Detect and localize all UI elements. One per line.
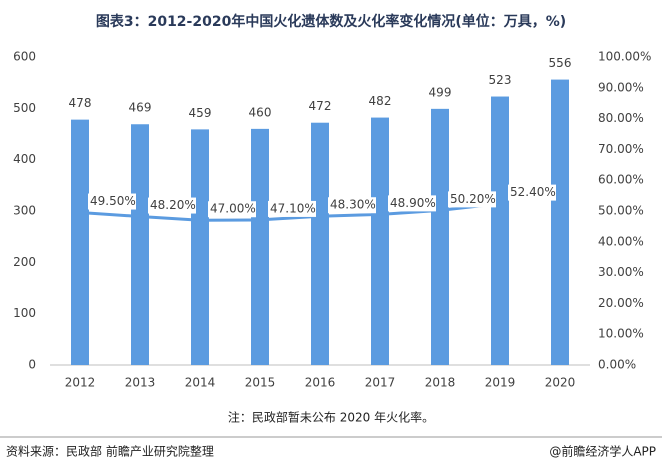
y2-tick-label: 30.00% <box>598 265 644 279</box>
line-label: 47.00% <box>210 202 256 216</box>
source: 资料来源：民政部 前瞻产业研究院整理 <box>6 444 214 459</box>
bar-label: 459 <box>189 106 212 120</box>
label-bg <box>88 193 136 210</box>
label-bg <box>328 197 376 214</box>
credit: @前瞻经济学人APP <box>549 444 656 459</box>
y-tick-label: 100 <box>13 306 36 320</box>
label-bg <box>268 200 316 217</box>
line-label: 52.40% <box>510 185 556 199</box>
label-bg <box>388 195 436 212</box>
bar-label: 472 <box>309 99 332 113</box>
bar <box>251 128 269 365</box>
line-label: 49.50% <box>90 194 136 208</box>
y-tick-label: 200 <box>13 255 36 269</box>
line-label: 50.20% <box>450 192 496 206</box>
x-tick-label: 2016 <box>305 376 336 390</box>
x-tick-label: 2013 <box>125 376 156 390</box>
bar <box>131 124 149 365</box>
note: 注：民政部暂未公布 2020 年火化率。 <box>228 410 434 425</box>
bar-label: 478 <box>69 96 92 110</box>
y2-tick-label: 50.00% <box>598 204 644 218</box>
x-tick-label: 2017 <box>365 376 396 390</box>
bar-label: 469 <box>129 101 152 115</box>
bar <box>71 119 89 365</box>
y2-tick-label: 10.00% <box>598 327 644 341</box>
y2-tick-label: 40.00% <box>598 234 644 248</box>
label-bg <box>148 197 196 214</box>
bar <box>311 122 329 365</box>
bar-label: 499 <box>429 85 452 99</box>
y2-tick-label: 90.00% <box>598 80 644 94</box>
x-tick-label: 2018 <box>425 376 456 390</box>
y2-tick-label: 20.00% <box>598 296 644 310</box>
line-label: 48.20% <box>150 198 196 212</box>
label-bg <box>208 201 256 218</box>
y-tick-label: 500 <box>13 101 36 115</box>
bar <box>431 108 449 365</box>
y2-tick-label: 60.00% <box>598 173 644 187</box>
y-tick-label: 400 <box>13 152 36 166</box>
line-label: 47.10% <box>270 201 316 215</box>
bar-label: 482 <box>369 94 392 108</box>
y-tick-label: 0 <box>28 358 36 372</box>
bar-label: 556 <box>549 56 572 70</box>
x-tick-label: 2019 <box>485 376 516 390</box>
chart-title: 图表3：2012-2020年中国火化遗体数及火化率变化情况(单位：万具，%) <box>96 13 566 30</box>
bar <box>371 117 389 365</box>
x-tick-label: 2020 <box>545 376 576 390</box>
y2-tick-label: 80.00% <box>598 111 644 125</box>
y2-tick-label: 70.00% <box>598 142 644 156</box>
y2-tick-label: 100.00% <box>598 50 651 64</box>
label-bg <box>508 184 556 201</box>
x-tick-label: 2014 <box>185 376 216 390</box>
bar <box>191 129 209 365</box>
y2-tick-label: 0.00% <box>598 358 636 372</box>
bar-label: 460 <box>249 105 272 119</box>
line-label: 48.30% <box>330 198 376 212</box>
x-tick-label: 2012 <box>65 376 96 390</box>
line-label: 48.90% <box>390 196 436 210</box>
bar <box>551 79 569 365</box>
y-tick-label: 300 <box>13 204 36 218</box>
bar <box>491 96 509 365</box>
label-bg <box>448 191 496 208</box>
x-tick-label: 2015 <box>245 376 276 390</box>
bar-label: 523 <box>489 73 512 87</box>
y-tick-label: 600 <box>13 50 36 64</box>
